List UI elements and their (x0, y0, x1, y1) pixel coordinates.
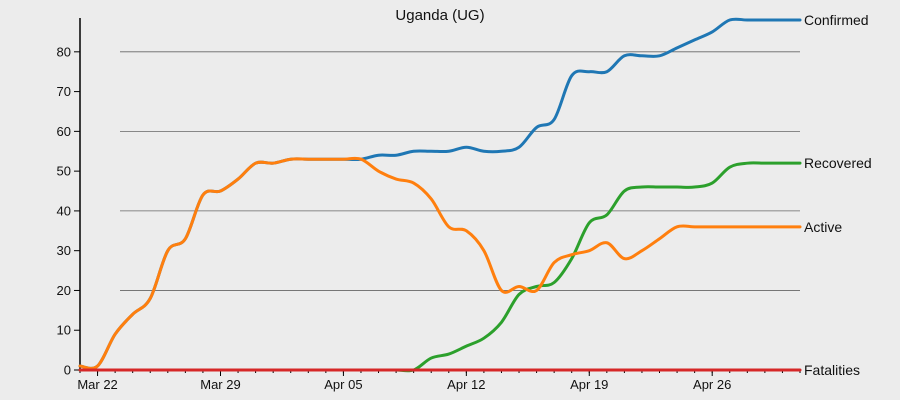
y-tick-label: 40 (57, 203, 71, 218)
y-tick-label: 20 (57, 283, 71, 298)
gridlines (120, 51, 800, 291)
y-tick-label: 10 (57, 323, 71, 338)
series-label-confirmed: Confirmed (804, 12, 869, 28)
series-label-fatalities: Fatalities (804, 362, 860, 378)
y-tick-label: 60 (57, 124, 71, 139)
y-tick-label: 80 (57, 44, 71, 59)
x-tick-label: Apr 26 (693, 377, 731, 392)
series-line-confirmed (78, 17, 802, 370)
series-labels: Confirmed Recovered Active Fatalities (804, 12, 872, 378)
series-lines (78, 17, 802, 373)
series-line-recovered (78, 161, 802, 373)
y-tick-label: 70 (57, 84, 71, 99)
series-label-recovered: Recovered (804, 155, 872, 171)
x-tick-label: Mar 29 (200, 377, 240, 392)
y-tick-label: 30 (57, 243, 71, 258)
x-tick-label: Apr 12 (447, 377, 485, 392)
axes: 0 10 20 30 40 50 60 70 80 Mar 22 Mar 29 Apr 05 Apr 1… (57, 18, 801, 392)
x-tick-label: Mar 22 (77, 377, 117, 392)
x-tick-label: Apr 05 (324, 377, 362, 392)
x-tick-label: Apr 19 (570, 377, 608, 392)
series-label-active: Active (804, 219, 842, 235)
series-line-active (78, 156, 802, 370)
chart-title: Uganda (UG) (395, 7, 484, 24)
y-tick-label: 50 (57, 164, 71, 179)
y-tick-label: 0 (64, 363, 71, 378)
